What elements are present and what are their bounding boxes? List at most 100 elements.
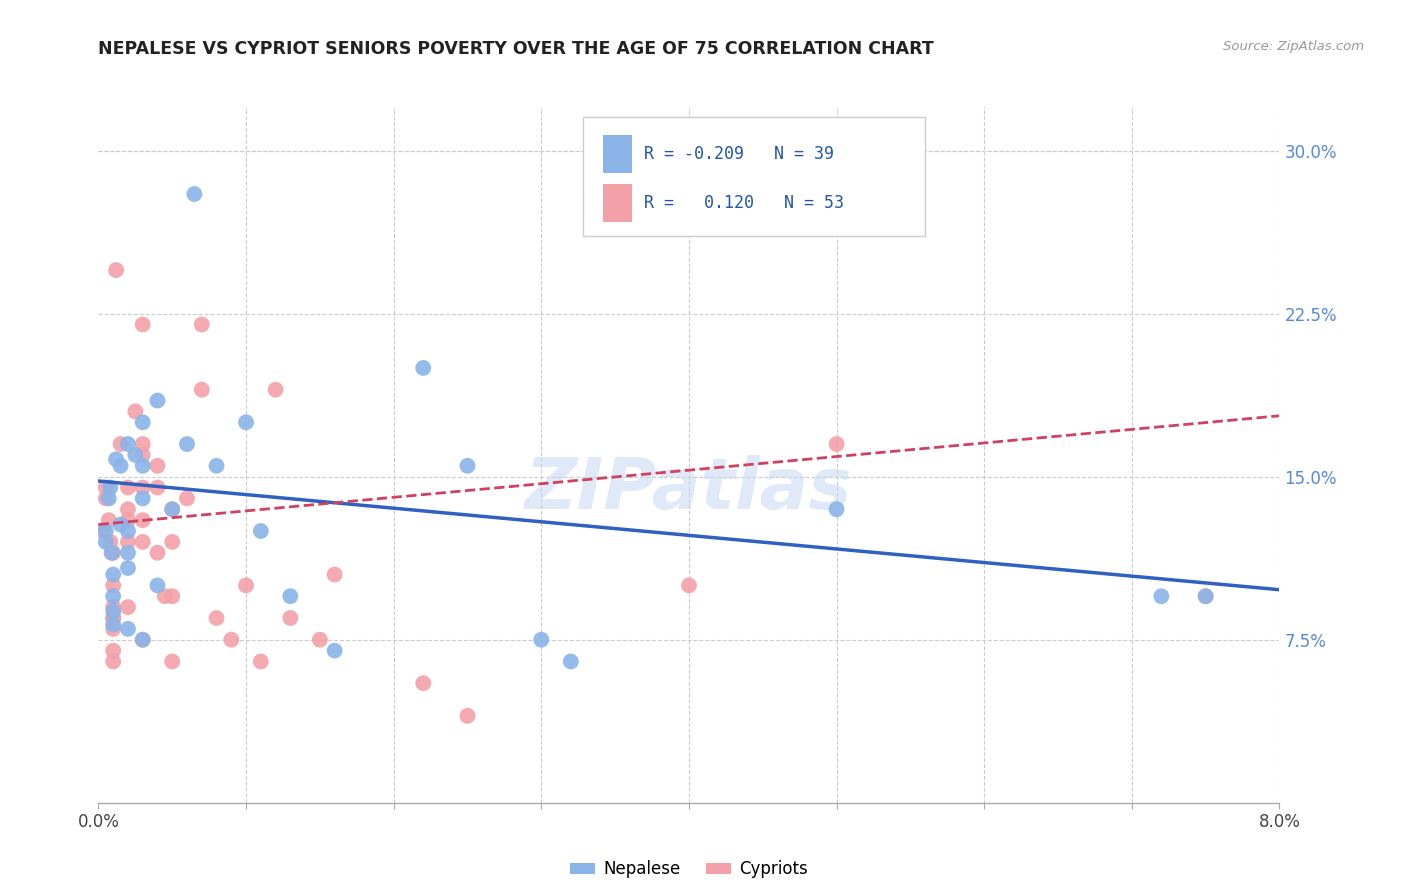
Text: Source: ZipAtlas.com: Source: ZipAtlas.com — [1223, 40, 1364, 54]
Point — [456, 708, 478, 723]
Point — [146, 393, 169, 408]
Point — [124, 404, 146, 418]
Point — [124, 448, 146, 462]
Point — [146, 458, 169, 473]
Point — [98, 481, 121, 495]
Point — [117, 535, 139, 549]
Point — [264, 383, 287, 397]
Point — [103, 605, 125, 619]
Point — [183, 186, 205, 201]
Point — [191, 318, 214, 332]
Point — [103, 655, 125, 669]
Point — [278, 611, 302, 625]
Point — [105, 452, 128, 467]
Point — [132, 491, 155, 506]
Point — [117, 502, 139, 516]
Point — [1150, 589, 1173, 603]
Point — [456, 458, 478, 473]
Point — [103, 643, 125, 657]
Point — [132, 437, 155, 451]
Text: R =   0.120   N = 53: R = 0.120 N = 53 — [644, 194, 844, 212]
Point — [235, 415, 257, 429]
Point — [132, 513, 155, 527]
Point — [235, 578, 257, 592]
Point — [530, 632, 553, 647]
Text: ZIPatlas: ZIPatlas — [526, 455, 852, 524]
Point — [278, 589, 302, 603]
Point — [146, 481, 169, 495]
Point — [97, 513, 120, 527]
Point — [162, 589, 183, 603]
Point — [132, 632, 155, 647]
Point — [105, 263, 128, 277]
Point — [117, 513, 139, 527]
Point — [94, 524, 117, 538]
Point — [205, 611, 228, 625]
Point — [1194, 589, 1216, 603]
Point — [132, 415, 155, 429]
Point — [825, 502, 848, 516]
Point — [103, 567, 125, 582]
Point — [132, 448, 155, 462]
Point — [176, 491, 198, 506]
Point — [191, 383, 214, 397]
Point — [98, 535, 121, 549]
Point — [100, 546, 122, 560]
Point — [100, 546, 122, 560]
Point — [162, 535, 183, 549]
Point — [103, 611, 125, 625]
Legend: Nepalese, Cypriots: Nepalese, Cypriots — [564, 854, 814, 885]
Point — [117, 524, 139, 538]
Bar — [603, 135, 633, 173]
Point — [110, 458, 132, 473]
Point — [162, 502, 183, 516]
Point — [117, 622, 139, 636]
Point — [117, 561, 139, 575]
Point — [117, 546, 139, 560]
Point — [323, 567, 346, 582]
Point — [110, 437, 132, 451]
Point — [103, 617, 125, 632]
Bar — [603, 184, 633, 222]
Point — [94, 481, 117, 495]
Point — [162, 655, 183, 669]
Point — [110, 517, 132, 532]
Point — [94, 491, 117, 506]
Point — [250, 655, 273, 669]
Point — [132, 458, 155, 473]
Point — [219, 632, 242, 647]
Point — [146, 578, 169, 592]
Point — [205, 458, 228, 473]
Point — [132, 481, 155, 495]
Point — [560, 655, 582, 669]
Point — [103, 600, 125, 615]
FancyBboxPatch shape — [582, 118, 925, 235]
Point — [176, 437, 198, 451]
Point — [117, 600, 139, 615]
Point — [132, 632, 155, 647]
Point — [117, 481, 139, 495]
Point — [162, 502, 183, 516]
Point — [103, 589, 125, 603]
Point — [308, 632, 332, 647]
Point — [323, 643, 346, 657]
Point — [825, 437, 848, 451]
Point — [103, 578, 125, 592]
Point — [94, 535, 117, 549]
Point — [103, 622, 125, 636]
Point — [250, 524, 273, 538]
Point — [153, 589, 176, 603]
Text: NEPALESE VS CYPRIOT SENIORS POVERTY OVER THE AGE OF 75 CORRELATION CHART: NEPALESE VS CYPRIOT SENIORS POVERTY OVER… — [98, 40, 934, 58]
Point — [1194, 589, 1216, 603]
Point — [103, 546, 125, 560]
Point — [117, 437, 139, 451]
Point — [97, 491, 120, 506]
Point — [412, 676, 434, 690]
Point — [412, 360, 434, 375]
Point — [132, 318, 155, 332]
Point — [146, 546, 169, 560]
Point — [678, 578, 700, 592]
Point — [132, 535, 155, 549]
Point — [91, 524, 114, 538]
Text: R = -0.209   N = 39: R = -0.209 N = 39 — [644, 145, 834, 163]
